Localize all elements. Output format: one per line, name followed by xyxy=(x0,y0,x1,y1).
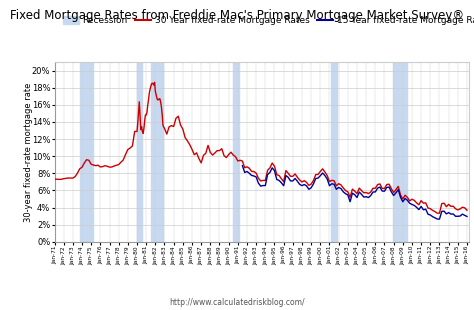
Bar xyxy=(233,62,239,242)
Bar xyxy=(151,62,163,242)
Bar xyxy=(331,62,337,242)
Text: Fixed Mortgage Rates from Freddie Mac's Primary Mortgage Market Survey®: Fixed Mortgage Rates from Freddie Mac's … xyxy=(10,9,464,22)
Legend: Recession, 30 Year fixed-rate Mortgage Rates, 15 Year fixed-rate Mortgage Rate: Recession, 30 Year fixed-rate Mortgage R… xyxy=(59,13,474,29)
Bar xyxy=(393,62,407,242)
Y-axis label: 30-year fixed-rate mortgage rate: 30-year fixed-rate mortgage rate xyxy=(25,82,34,222)
Text: http://www.calculatedriskblog.com/: http://www.calculatedriskblog.com/ xyxy=(169,298,305,307)
Bar xyxy=(81,62,93,242)
Bar xyxy=(137,62,142,242)
